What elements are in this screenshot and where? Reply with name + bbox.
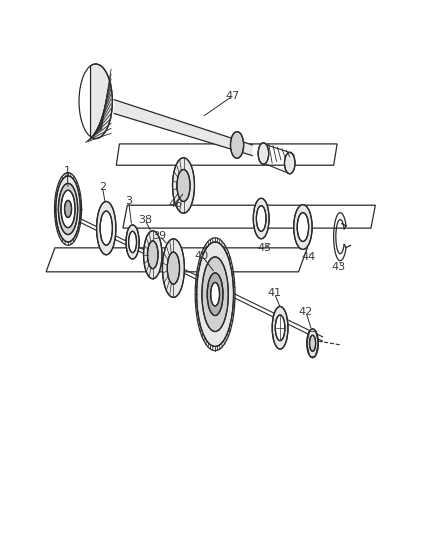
Ellipse shape — [207, 273, 223, 316]
Text: 45: 45 — [257, 243, 271, 253]
Ellipse shape — [275, 315, 284, 341]
Ellipse shape — [258, 143, 268, 164]
Ellipse shape — [272, 306, 287, 349]
Text: 3: 3 — [125, 197, 132, 206]
Ellipse shape — [147, 241, 158, 269]
Ellipse shape — [297, 213, 308, 241]
Text: 40: 40 — [194, 251, 208, 261]
Ellipse shape — [177, 169, 190, 201]
Ellipse shape — [284, 152, 294, 174]
Text: 47: 47 — [225, 91, 239, 101]
Ellipse shape — [210, 282, 219, 306]
Ellipse shape — [56, 176, 80, 242]
Ellipse shape — [293, 205, 311, 249]
Ellipse shape — [126, 225, 139, 259]
Polygon shape — [114, 100, 252, 156]
Ellipse shape — [96, 201, 116, 255]
Text: 44: 44 — [301, 252, 315, 262]
Text: 2: 2 — [99, 182, 106, 191]
Ellipse shape — [201, 257, 228, 332]
Text: 43: 43 — [331, 262, 345, 271]
Text: 41: 41 — [267, 288, 281, 298]
Ellipse shape — [61, 190, 75, 228]
Ellipse shape — [256, 206, 265, 231]
Ellipse shape — [100, 211, 112, 245]
Ellipse shape — [253, 198, 268, 239]
Ellipse shape — [167, 252, 179, 284]
Ellipse shape — [58, 183, 78, 235]
Ellipse shape — [162, 239, 184, 297]
Ellipse shape — [64, 200, 71, 217]
Text: 1: 1 — [64, 166, 71, 175]
Ellipse shape — [196, 242, 233, 346]
Text: 42: 42 — [298, 307, 312, 317]
Polygon shape — [90, 64, 112, 139]
Ellipse shape — [230, 132, 243, 158]
Text: 46: 46 — [168, 199, 182, 208]
Ellipse shape — [172, 158, 194, 213]
Ellipse shape — [143, 231, 162, 279]
Text: 39: 39 — [152, 231, 166, 240]
Ellipse shape — [306, 329, 318, 358]
Ellipse shape — [309, 335, 315, 351]
Text: 38: 38 — [138, 215, 152, 224]
Ellipse shape — [128, 231, 136, 253]
